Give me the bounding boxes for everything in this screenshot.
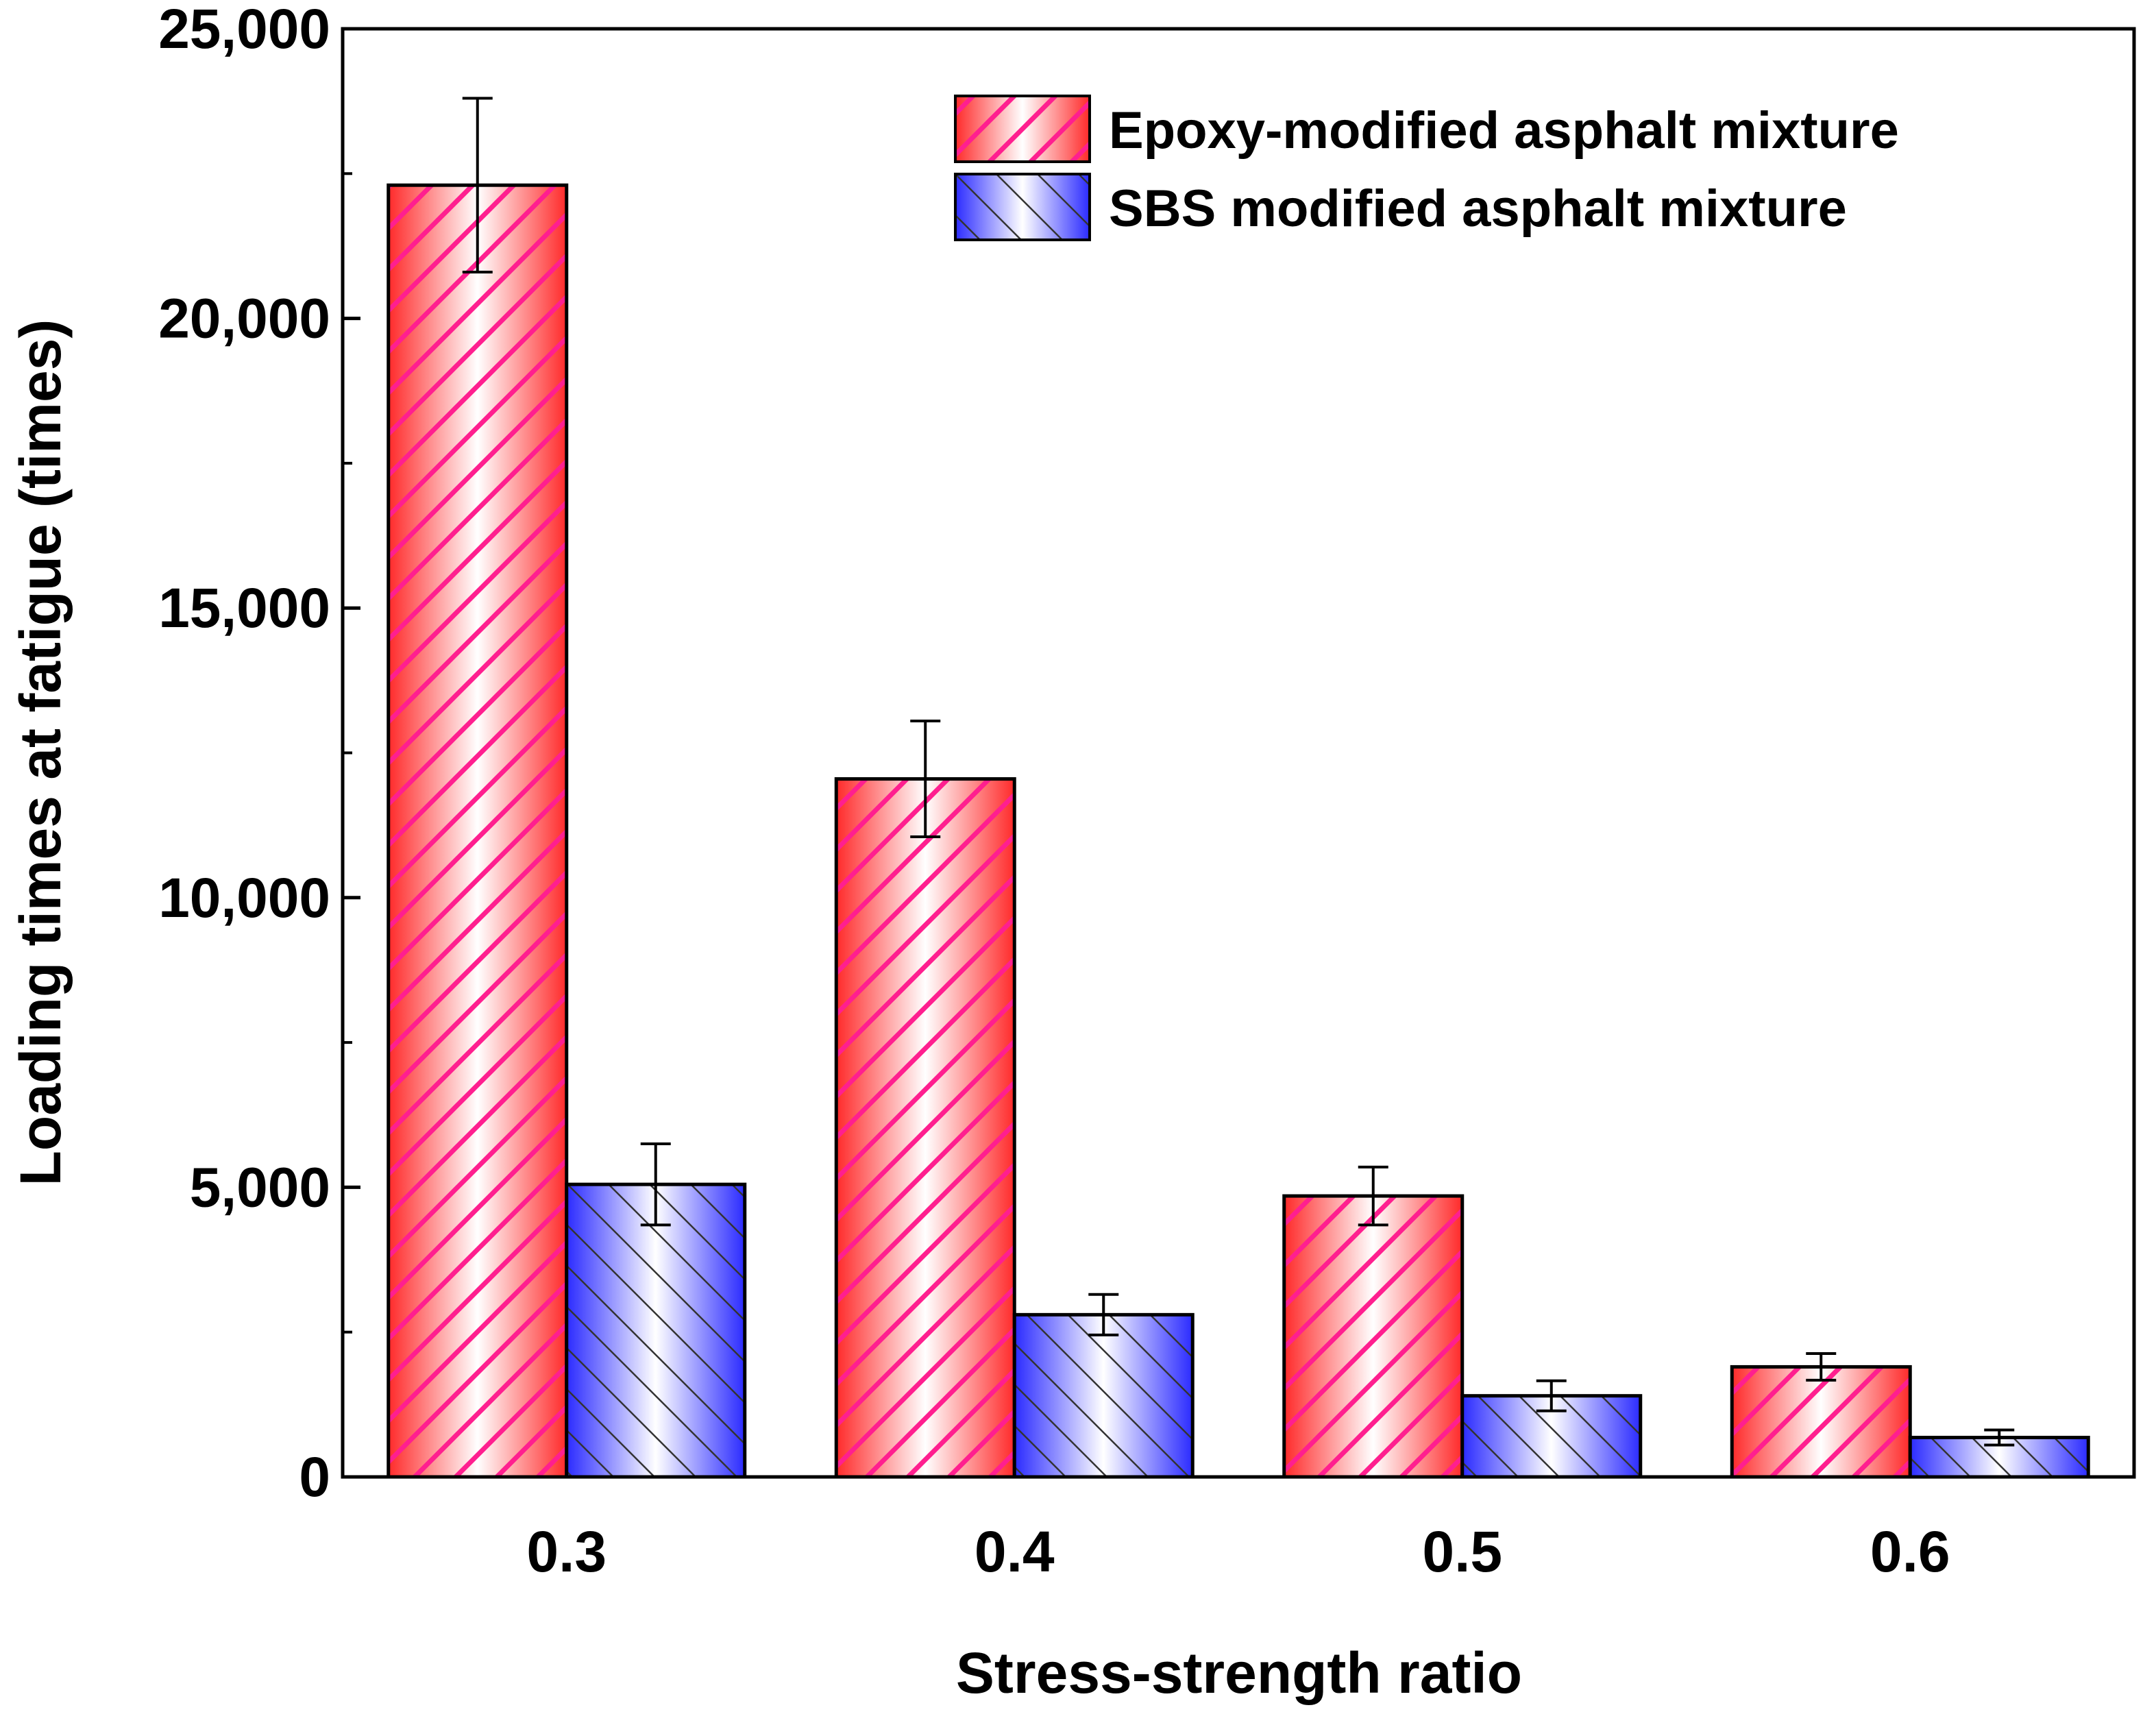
error-bar bbox=[462, 97, 493, 273]
legend-swatch-epoxy-hatch bbox=[954, 95, 1091, 163]
bar-epoxy bbox=[1730, 1365, 1912, 1479]
y-tick-label: 0 bbox=[299, 1446, 330, 1508]
bar-sbs bbox=[1012, 1312, 1195, 1479]
bar-sbs bbox=[565, 1182, 747, 1479]
bar-epoxy bbox=[387, 183, 569, 1479]
legend-swatch-sbs-hatch bbox=[954, 173, 1091, 241]
x-tick-label: 0.3 bbox=[526, 1519, 607, 1584]
y-tick-label: 15,000 bbox=[158, 577, 330, 639]
y-axis-label: Loading times at fatigue (times) bbox=[8, 319, 73, 1186]
legend-label-sbs: SBS modified asphalt mixture bbox=[1109, 180, 1847, 238]
x-axis-label: Stress-strength ratio bbox=[956, 1641, 1522, 1705]
error-bar bbox=[640, 1142, 671, 1227]
legend-label-epoxy: Epoxy-modified asphalt mixture bbox=[1109, 101, 1899, 160]
y-tick-label: 25,000 bbox=[158, 0, 330, 60]
y-tick-label: 5,000 bbox=[190, 1156, 330, 1219]
error-bar bbox=[1984, 1428, 2015, 1447]
bar-hatch bbox=[1012, 1312, 1195, 1479]
legend: Epoxy-modified asphalt mixture SBS modif… bbox=[954, 95, 1899, 241]
bar-hatch bbox=[565, 1182, 747, 1479]
x-tick-label: 0.5 bbox=[1422, 1519, 1502, 1584]
x-tick-label: 0.6 bbox=[1870, 1519, 1950, 1584]
bar-sbs bbox=[1460, 1394, 1643, 1479]
y-tick-label: 10,000 bbox=[158, 867, 330, 929]
x-tick-label: 0.4 bbox=[975, 1519, 1055, 1584]
bar-hatch bbox=[387, 183, 569, 1479]
x-axis: 0.3 0.4 0.5 0.6 bbox=[526, 1462, 1950, 1584]
error-bar bbox=[1536, 1379, 1567, 1412]
bars bbox=[387, 183, 2090, 1479]
error-bar bbox=[1088, 1293, 1119, 1336]
bar-hatch bbox=[834, 777, 1016, 1479]
error-bar bbox=[910, 720, 941, 839]
bar-hatch bbox=[1282, 1194, 1465, 1479]
error-bar bbox=[1806, 1351, 1837, 1382]
bar-epoxy bbox=[834, 777, 1016, 1479]
bar-hatch bbox=[1460, 1394, 1643, 1479]
error-bars bbox=[462, 97, 2015, 1447]
error-bar bbox=[1358, 1165, 1388, 1227]
y-tick-label: 20,000 bbox=[158, 288, 330, 350]
bar-epoxy bbox=[1282, 1194, 1465, 1479]
bar-hatch bbox=[1730, 1365, 1912, 1479]
y-axis: 0 5,000 10,000 15,000 20,000 25,000 bbox=[158, 0, 360, 1508]
